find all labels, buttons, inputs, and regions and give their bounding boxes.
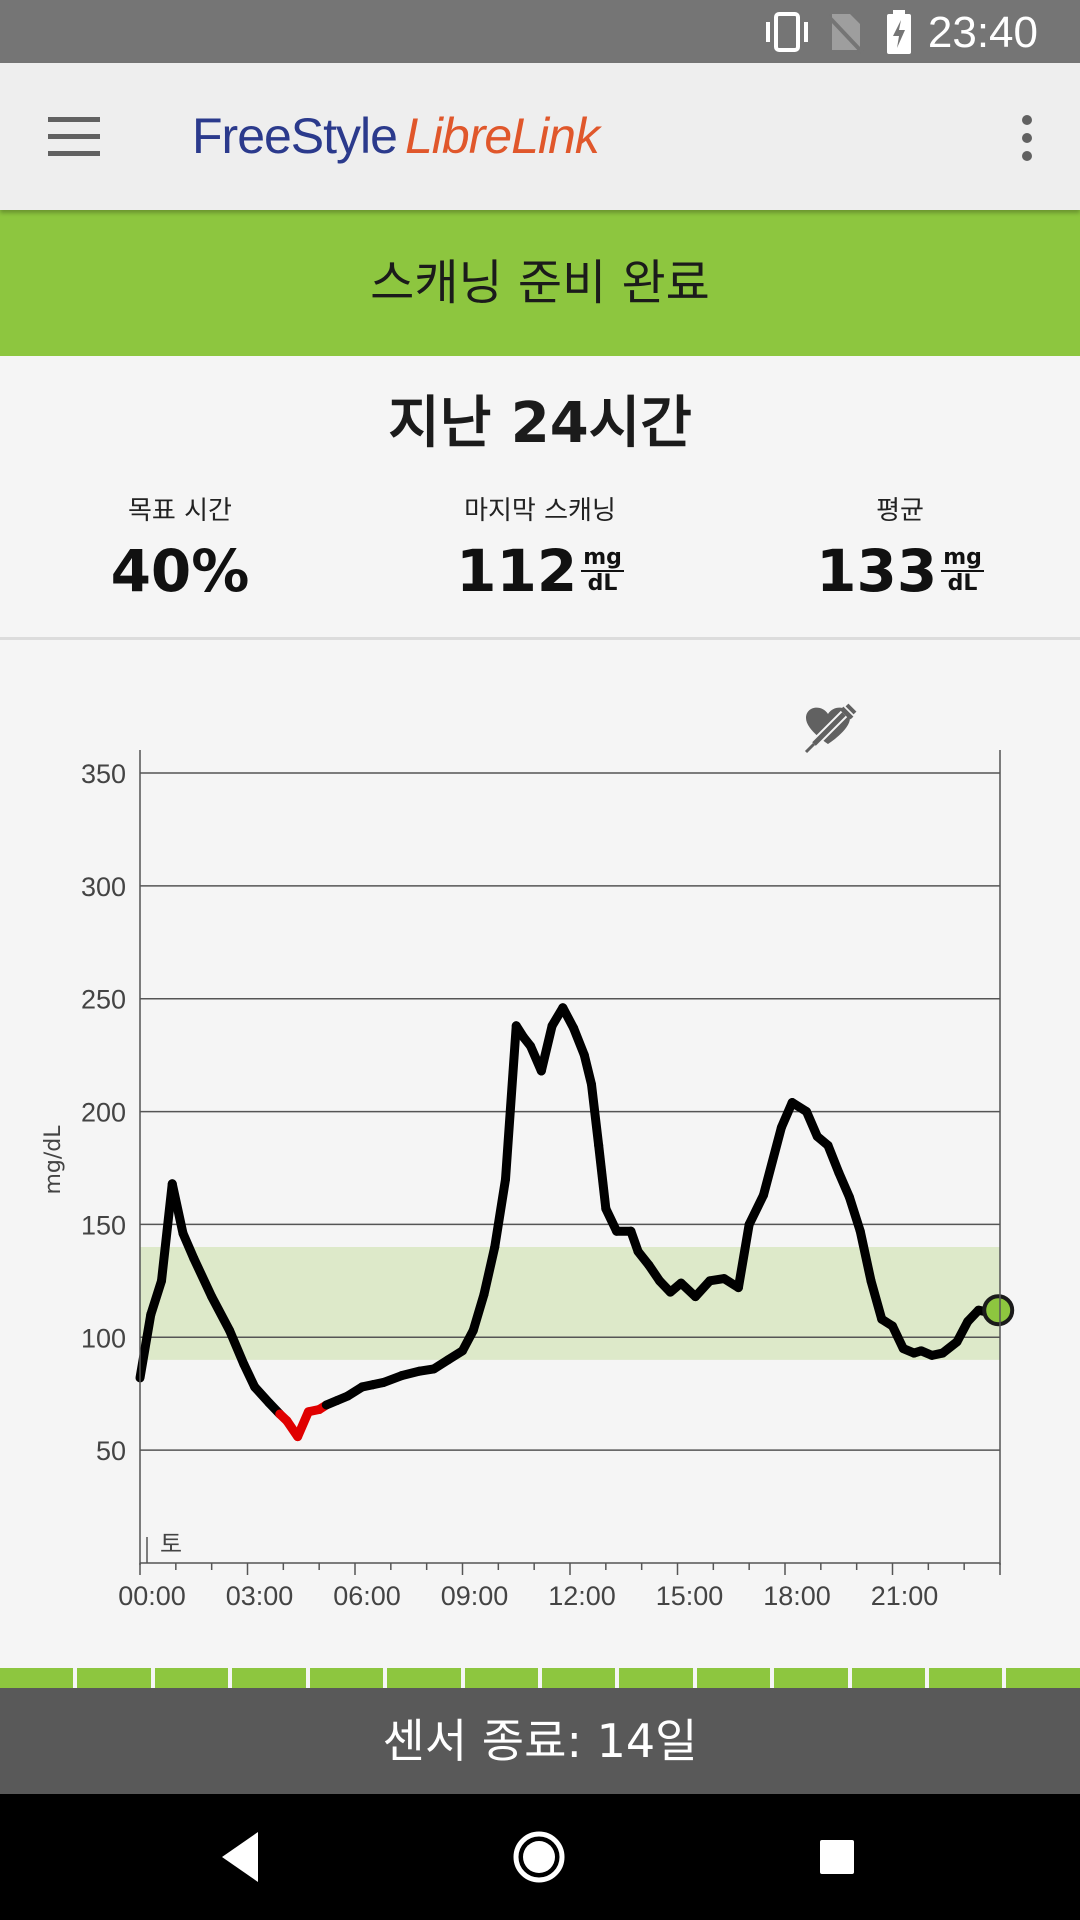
sensor-day-segment — [154, 1668, 229, 1688]
sensor-day-segment — [77, 1668, 151, 1688]
app-bar: FreeStyle LibreLink — [0, 63, 1080, 210]
unit-mgdl: mg dL — [581, 545, 624, 596]
glucose-line-segment — [823, 1140, 844, 1178]
glucose-line-segment — [293, 1407, 313, 1442]
glucose-line-segment — [135, 1310, 156, 1383]
day-label: 토 — [160, 1530, 182, 1558]
recents-icon[interactable] — [804, 1824, 870, 1890]
x-tick-label: 12:00 — [548, 1581, 616, 1611]
sensor-day-segment — [1006, 1668, 1080, 1688]
sensor-day-segment — [464, 1668, 538, 1688]
sensor-life-strip — [0, 1668, 1080, 1688]
glucose-line-segment — [167, 1179, 188, 1238]
glucose-line-segment — [536, 1021, 557, 1076]
glucose-line-segment — [157, 1179, 177, 1286]
stat-target-time: 목표 시간 40% — [20, 490, 340, 605]
sensor-end-footer: 센서 종료: 14일 — [0, 1688, 1080, 1794]
glucose-chart: 50 100 150 200 250 300 350 00:00 03:00 06:00 09:00… — [41, 703, 1015, 1611]
sensor-day-segment — [541, 1668, 616, 1688]
stat-label: 목표 시간 — [128, 496, 232, 526]
sensor-day-segment — [619, 1668, 693, 1688]
glucose-line-segment — [479, 1242, 500, 1299]
glucose-line-segment — [146, 1276, 166, 1320]
insulin-icon[interactable] — [804, 703, 857, 754]
home-icon[interactable] — [506, 1824, 572, 1890]
y-tick-label: 100 — [81, 1323, 126, 1353]
scan-ready-banner[interactable]: 스캐닝 준비 완료 — [0, 210, 1080, 356]
current-reading-point — [982, 1294, 1015, 1327]
stat-value: 112 — [456, 537, 578, 605]
glucose-line-segment — [759, 1122, 786, 1200]
target-range-band — [140, 1247, 1000, 1360]
glucose-line-segment — [744, 1190, 768, 1229]
clock: 23:40 — [927, 8, 1038, 57]
glucose-line-segment — [733, 1219, 754, 1293]
period-title: 지난 24시간 — [388, 391, 692, 456]
stat-value: 133 — [816, 537, 938, 605]
y-tick-label: 50 — [96, 1436, 126, 1466]
y-axis-title: mg/dL — [41, 1125, 66, 1195]
glucose-line-segment — [587, 1079, 604, 1150]
sensor-day-segment — [387, 1668, 461, 1688]
stat-average: 평균 133 mg dL — [740, 490, 1060, 605]
no-sim-icon — [828, 14, 864, 54]
glucose-line-segment — [569, 1023, 589, 1060]
glucose-line-segment — [579, 1050, 596, 1089]
sensor-day-segment — [309, 1668, 384, 1688]
status-bar: 23:40 — [0, 0, 1080, 63]
glucose-line-segment — [866, 1276, 887, 1324]
logo-freestyle: FreeStyle — [192, 108, 398, 164]
glucose-line-segment — [501, 1021, 521, 1184]
sensor-day-segment — [696, 1668, 771, 1688]
glucose-line-segment — [834, 1168, 854, 1202]
more-options-icon[interactable] — [1022, 115, 1034, 161]
menu-icon[interactable] — [48, 117, 100, 157]
stat-label: 평균 — [876, 496, 924, 526]
glucose-line-segment — [225, 1326, 249, 1369]
glucose-line-segment — [189, 1253, 217, 1302]
vibrate-icon — [766, 12, 808, 52]
glucose-line-segment — [468, 1289, 489, 1336]
glucose-line-segment — [845, 1192, 865, 1236]
y-tick-label: 300 — [81, 872, 126, 902]
unit-mgdl: mg dL — [941, 545, 984, 596]
x-tick-label: 00:00 — [118, 1581, 186, 1611]
sensor-day-segment — [774, 1668, 848, 1688]
x-tick-label: 06:00 — [333, 1581, 401, 1611]
glucose-line-segment — [855, 1226, 876, 1286]
logo-librelink: LibreLink — [404, 108, 600, 164]
x-tick-label: 18:00 — [763, 1581, 831, 1611]
sensor-day-segment — [232, 1668, 306, 1688]
y-tick-label: 250 — [81, 985, 126, 1015]
glucose-line-segment — [490, 1174, 510, 1252]
sensor-day-segment — [929, 1668, 1003, 1688]
stat-label: 마지막 스캐닝 — [464, 496, 616, 526]
app-logo: FreeStyle LibreLink — [192, 107, 600, 165]
y-tick-label: 200 — [81, 1098, 126, 1128]
x-tick-label: 03:00 — [226, 1581, 294, 1611]
glucose-line-segment — [207, 1292, 235, 1336]
divider — [0, 637, 1080, 640]
sensor-day-segment — [851, 1668, 926, 1688]
x-tick-label: 21:00 — [871, 1581, 939, 1611]
glucose-line-segment — [178, 1228, 199, 1263]
back-icon[interactable] — [208, 1824, 274, 1890]
x-tick-label: 15:00 — [656, 1581, 724, 1611]
stat-value: 40% — [110, 537, 250, 605]
glucose-line-segment — [802, 1107, 822, 1141]
sensor-day-segment — [0, 1668, 74, 1688]
stat-last-scan: 마지막 스캐닝 112 mg dL — [380, 490, 700, 605]
navigation-bar — [0, 1794, 1080, 1920]
x-tick-label: 09:00 — [441, 1581, 509, 1611]
y-tick-label: 150 — [81, 1210, 126, 1240]
y-tick-label: 350 — [81, 759, 126, 789]
glucose-line-segment — [594, 1140, 611, 1214]
battery-charging-icon — [887, 10, 911, 54]
